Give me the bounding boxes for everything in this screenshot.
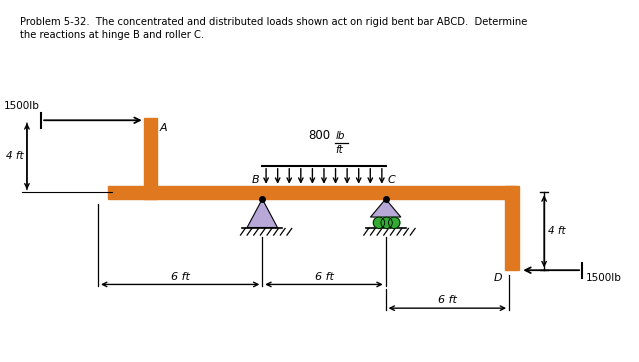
Circle shape — [381, 217, 392, 228]
Text: lb: lb — [335, 131, 345, 141]
Text: 6 ft: 6 ft — [171, 272, 190, 282]
Polygon shape — [247, 199, 277, 227]
Text: 1500lb: 1500lb — [586, 273, 622, 283]
Circle shape — [389, 217, 400, 228]
Bar — [144, 118, 157, 199]
Text: 6 ft: 6 ft — [314, 272, 334, 282]
Text: 4 ft: 4 ft — [6, 151, 24, 161]
Text: 800: 800 — [309, 129, 330, 142]
Text: B: B — [252, 175, 259, 185]
Text: 1500lb: 1500lb — [3, 101, 39, 111]
Text: C: C — [387, 175, 396, 185]
Text: A: A — [160, 123, 167, 133]
Text: the reactions at hinge B and roller C.: the reactions at hinge B and roller C. — [20, 30, 204, 40]
Text: ft: ft — [335, 145, 343, 155]
Polygon shape — [371, 199, 401, 217]
Text: D: D — [494, 273, 502, 283]
Bar — [505, 186, 518, 270]
Text: Problem 5-32.  The concentrated and distributed loads shown act on rigid bent ba: Problem 5-32. The concentrated and distr… — [20, 17, 528, 27]
Circle shape — [373, 217, 385, 228]
Text: 6 ft: 6 ft — [438, 295, 457, 305]
Bar — [107, 186, 516, 199]
Text: 4 ft: 4 ft — [548, 226, 566, 236]
